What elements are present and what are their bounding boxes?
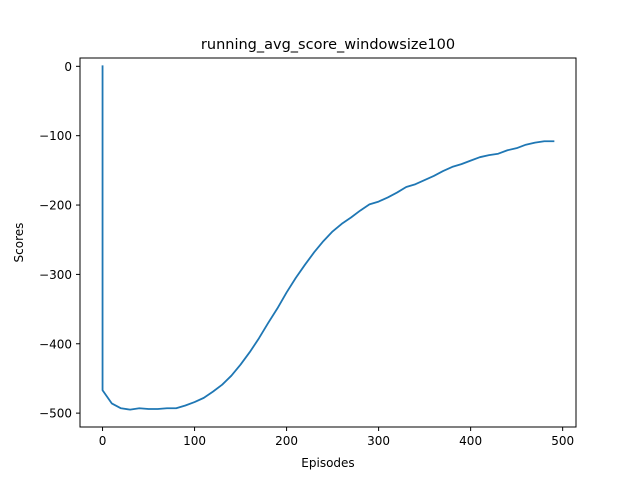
y-tick-label: −100 — [39, 129, 72, 143]
x-axis: 0 100 200 300 400 500 — [99, 427, 574, 448]
x-tick-label: 100 — [183, 434, 206, 448]
x-axis-label: Episodes — [301, 456, 354, 470]
y-axis: 0 −100 −200 −300 −400 −500 — [39, 60, 80, 421]
y-axis-label: Scores — [12, 223, 26, 263]
y-tick-label: −300 — [39, 268, 72, 282]
plot-area — [101, 65, 555, 411]
x-tick-label: 400 — [459, 434, 482, 448]
y-tick-label: −500 — [39, 407, 72, 421]
x-tick-label: 0 — [99, 434, 107, 448]
series-line-0 — [101, 65, 555, 411]
x-tick-label: 200 — [275, 434, 298, 448]
y-tick-label: −400 — [39, 337, 72, 351]
x-tick-label: 500 — [551, 434, 574, 448]
chart-title: running_avg_score_windowsize100 — [201, 37, 455, 53]
axes-frame — [79, 57, 577, 428]
x-tick-label: 300 — [367, 434, 390, 448]
y-tick-label: −200 — [39, 199, 72, 213]
y-tick-label: 0 — [64, 60, 72, 74]
